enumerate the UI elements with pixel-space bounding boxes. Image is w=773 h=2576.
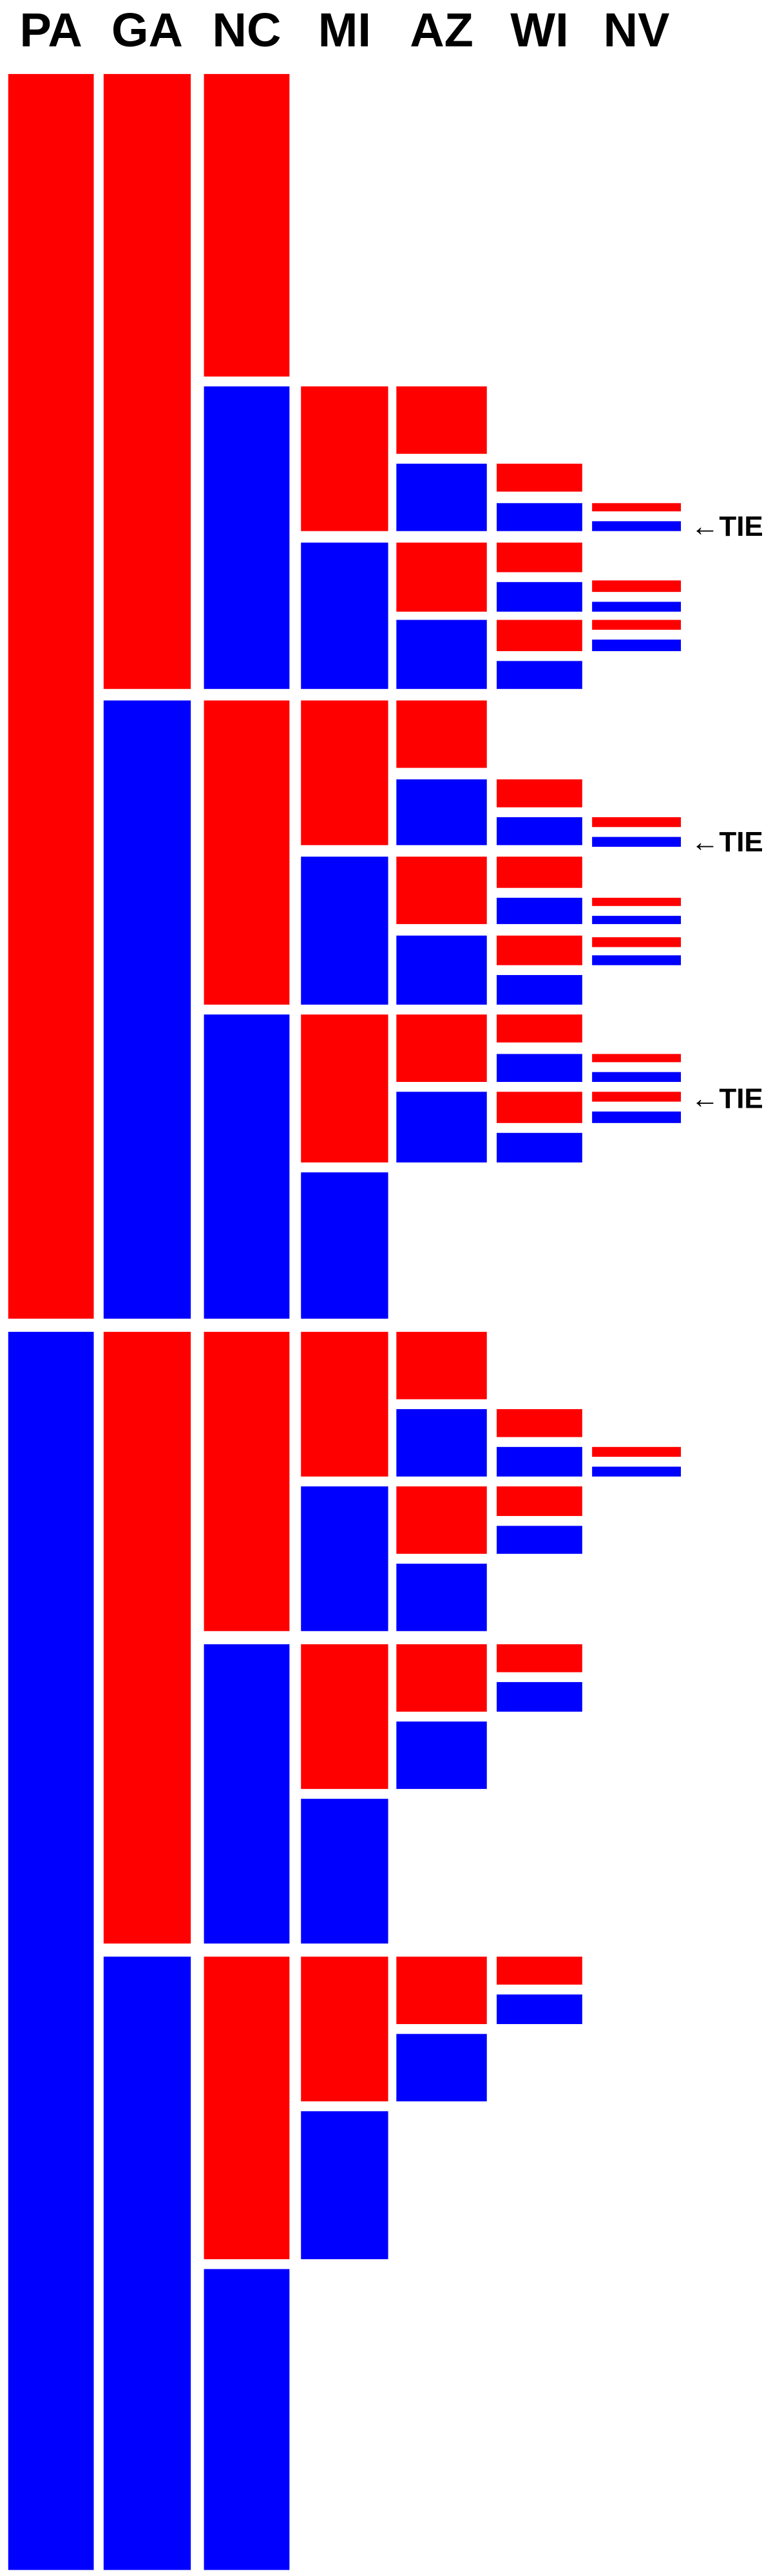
tie-label: ←TIE [691,511,763,542]
blue-branch [497,1526,582,1554]
blue-branch [301,2111,388,2260]
blue-branch [497,1994,582,2024]
blue-branch [301,1799,388,1944]
blue-branch [8,1332,94,2570]
blue-branch [396,1092,487,1163]
red-branch [497,464,582,492]
red-branch [592,580,682,592]
red-branch [497,1014,582,1043]
red-branch [592,937,682,947]
red-branch [497,1956,582,1985]
red-branch [301,700,388,846]
red-branch [592,1092,682,1102]
blue-branch [396,935,487,1005]
red-branch [204,1332,290,1631]
blue-branch [396,1409,487,1477]
red-branch [592,503,682,512]
red-branch [497,620,582,652]
blue-branch [497,898,582,924]
blue-branch [592,916,682,924]
red-branch [301,386,388,531]
red-branch [396,1014,487,1082]
blue-branch [497,1446,582,1477]
red-branch [396,386,487,454]
red-branch [301,1014,388,1163]
red-branch [396,1486,487,1554]
blue-branch [592,601,682,612]
blue-branch [396,620,487,689]
tie-label: ←TIE [691,1083,763,1115]
red-branch [204,73,290,377]
blue-branch [103,700,191,1319]
blue-branch [396,464,487,531]
blue-branch [497,582,582,612]
blue-branch [396,1564,487,1631]
red-branch [497,1409,582,1437]
blue-branch [497,661,582,689]
red-branch [301,1956,388,2101]
tie-label: ←TIE [691,826,763,858]
blue-branch [301,1486,388,1631]
blue-branch [497,975,582,1005]
blue-branch [396,779,487,846]
red-branch [103,73,191,689]
column-header: AZ [410,3,473,57]
red-branch [497,857,582,888]
blue-branch [301,542,388,689]
red-branch [396,1644,487,1712]
red-branch [592,1446,682,1457]
blue-branch [204,2269,290,2570]
blue-branch [204,386,290,689]
blue-branch [497,503,582,531]
blue-branch [204,1644,290,1944]
red-branch [396,857,487,924]
blue-branch [396,2034,487,2101]
red-branch [497,542,582,573]
red-branch [204,700,290,1005]
red-branch [497,779,582,808]
blue-branch [301,1172,388,1319]
column-header: NC [213,3,282,57]
blue-branch [592,521,682,531]
red-branch [497,1092,582,1123]
red-branch [592,1054,682,1063]
red-branch [592,817,682,828]
red-branch [204,1956,290,2260]
red-branch [592,898,682,906]
blue-branch [497,1681,582,1712]
blue-branch [592,639,682,652]
blue-branch [592,1111,682,1123]
blue-branch [592,1072,682,1082]
blue-branch [497,817,582,846]
blue-branch [497,1054,582,1082]
red-branch [396,542,487,612]
column-header: NV [604,3,670,57]
blue-branch [592,955,682,965]
red-branch [396,1956,487,2024]
red-branch [497,1644,582,1672]
column-header: PA [19,3,82,57]
blue-branch [592,837,682,847]
red-branch [301,1332,388,1477]
red-branch [396,1332,487,1399]
red-branch [497,1486,582,1517]
column-header: GA [111,3,183,57]
blue-branch [103,1956,191,2570]
red-branch [592,620,682,630]
column-header: MI [318,3,371,57]
blue-branch [204,1014,290,1319]
blue-branch [301,857,388,1005]
red-branch [8,73,94,1319]
red-branch [103,1332,191,1944]
red-branch [497,935,582,965]
column-header: WI [510,3,568,57]
blue-branch [396,1721,487,1789]
blue-branch [497,1133,582,1163]
red-branch [301,1644,388,1789]
blue-branch [592,1466,682,1477]
red-branch [396,700,487,768]
